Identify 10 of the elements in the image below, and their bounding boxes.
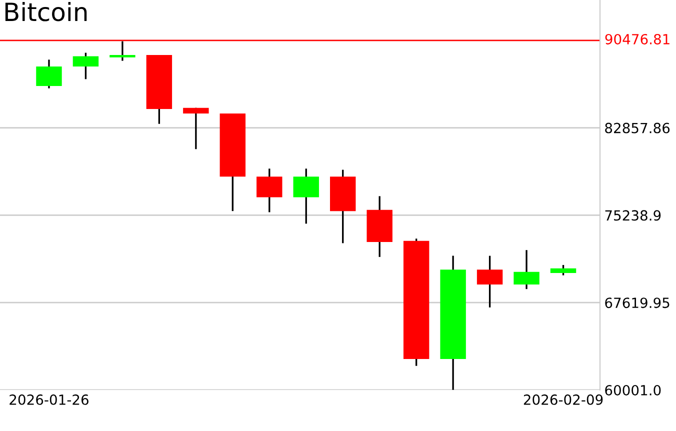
candlestick [183, 106, 209, 150]
candlestick [110, 40, 136, 62]
ref-line-label: 90476.81 [605, 34, 670, 44]
x-tick-label: 2026-01-26 [10, 394, 88, 405]
chart-title: Bitcoin [5, 2, 87, 22]
y-tick-label: 75238.9 [605, 210, 661, 221]
y-tick-label: 60001.0 [605, 384, 661, 396]
y-tick-label: 82857.86 [605, 122, 670, 134]
y-tick-label: 67619.95 [605, 298, 670, 308]
x-tick-label: 2026-02-09 [524, 394, 603, 405]
